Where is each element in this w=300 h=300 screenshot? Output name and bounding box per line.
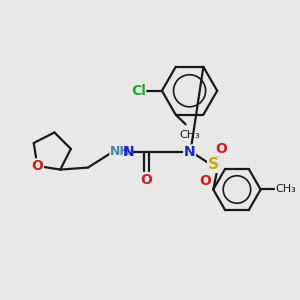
Text: CH₃: CH₃ [179, 130, 200, 140]
Text: O: O [215, 142, 227, 156]
Text: N: N [122, 145, 134, 159]
Text: S: S [208, 157, 219, 172]
Text: O: O [32, 159, 43, 173]
Text: N: N [184, 145, 195, 159]
Text: CH₃: CH₃ [275, 184, 296, 194]
Text: O: O [200, 174, 211, 188]
Text: NH: NH [110, 146, 131, 158]
Text: Cl: Cl [131, 84, 146, 98]
Text: O: O [140, 172, 152, 187]
